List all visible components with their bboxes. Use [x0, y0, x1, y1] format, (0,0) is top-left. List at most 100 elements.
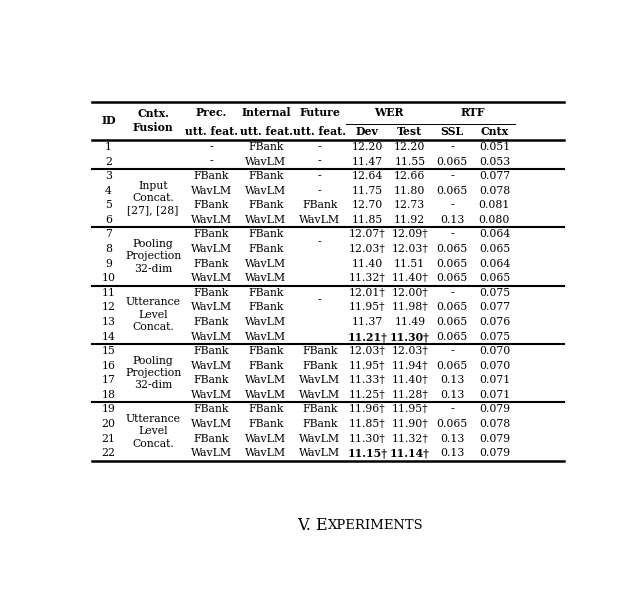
- Text: 11.85†: 11.85†: [349, 419, 386, 429]
- Text: 12.07†: 12.07†: [349, 230, 386, 240]
- Text: -: -: [318, 156, 322, 167]
- Text: 0.065: 0.065: [436, 419, 468, 429]
- Text: -: -: [318, 171, 322, 181]
- Text: 12.70: 12.70: [352, 200, 383, 210]
- Text: FBank: FBank: [248, 200, 284, 210]
- Text: 11.98†: 11.98†: [392, 302, 428, 312]
- Text: 0.077: 0.077: [479, 171, 510, 181]
- Text: FBank: FBank: [194, 230, 229, 240]
- Text: FBank: FBank: [302, 360, 337, 371]
- Text: Cntx.
Fusion: Cntx. Fusion: [133, 108, 173, 133]
- Text: 0.13: 0.13: [440, 390, 465, 400]
- Text: 0.13: 0.13: [440, 434, 465, 444]
- Text: WavLM: WavLM: [300, 375, 340, 386]
- Text: FBank: FBank: [194, 317, 229, 327]
- Text: 11.15†: 11.15†: [348, 448, 387, 459]
- Text: 11.49: 11.49: [394, 317, 426, 327]
- Text: WavLM: WavLM: [191, 302, 232, 312]
- Text: -: -: [318, 295, 322, 305]
- Text: 0.070: 0.070: [479, 346, 510, 356]
- Text: WavLM: WavLM: [245, 375, 287, 386]
- Text: 0.13: 0.13: [440, 375, 465, 386]
- Text: 0.13: 0.13: [440, 215, 465, 225]
- Text: WavLM: WavLM: [191, 244, 232, 254]
- Text: FBank: FBank: [248, 171, 284, 181]
- Text: 11.90†: 11.90†: [392, 419, 428, 429]
- Text: WavLM: WavLM: [191, 215, 232, 225]
- Text: V. E: V. E: [298, 518, 328, 535]
- Text: 22: 22: [102, 448, 115, 458]
- Text: 0.065: 0.065: [436, 244, 468, 254]
- Text: 0.065: 0.065: [436, 156, 468, 167]
- Text: 18: 18: [102, 390, 115, 400]
- Text: WavLM: WavLM: [245, 390, 287, 400]
- Text: 12.64: 12.64: [352, 171, 383, 181]
- Text: FBank: FBank: [194, 404, 229, 414]
- Text: 0.075: 0.075: [479, 288, 510, 298]
- Text: FBank: FBank: [194, 171, 229, 181]
- Text: 0.065: 0.065: [479, 273, 510, 284]
- Text: 0.064: 0.064: [479, 230, 510, 240]
- Text: 0.065: 0.065: [436, 302, 468, 312]
- Text: 12.01†: 12.01†: [349, 288, 386, 298]
- Text: Input
Concat.
[27], [28]: Input Concat. [27], [28]: [127, 181, 179, 216]
- Text: 11: 11: [102, 288, 115, 298]
- Text: ID: ID: [101, 115, 116, 126]
- Text: 11.95†: 11.95†: [349, 302, 386, 312]
- Text: FBank: FBank: [302, 419, 337, 429]
- Text: WavLM: WavLM: [191, 360, 232, 371]
- Text: 11.85: 11.85: [352, 215, 383, 225]
- Text: 11.40†: 11.40†: [392, 375, 428, 386]
- Text: WavLM: WavLM: [300, 390, 340, 400]
- Text: WavLM: WavLM: [245, 156, 287, 167]
- Text: Pooling
Projection
32-dim: Pooling Projection 32-dim: [125, 356, 181, 390]
- Text: 0.064: 0.064: [479, 258, 510, 269]
- Text: WavLM: WavLM: [300, 215, 340, 225]
- Text: -: -: [451, 142, 454, 152]
- Text: 17: 17: [102, 375, 115, 386]
- Text: 12.00†: 12.00†: [392, 288, 428, 298]
- Text: 11.32†: 11.32†: [349, 273, 386, 284]
- Text: 0.078: 0.078: [479, 419, 510, 429]
- Text: -: -: [451, 200, 454, 210]
- Text: 0.077: 0.077: [479, 302, 510, 312]
- Text: FBank: FBank: [248, 404, 284, 414]
- Text: FBank: FBank: [302, 346, 337, 356]
- Text: 12.03†: 12.03†: [349, 346, 386, 356]
- Text: 0.065: 0.065: [436, 273, 468, 284]
- Text: Prec.: Prec.: [196, 108, 227, 119]
- Text: FBank: FBank: [194, 346, 229, 356]
- Text: 0.13: 0.13: [440, 448, 465, 458]
- Text: 0.065: 0.065: [436, 186, 468, 196]
- Text: 0.065: 0.065: [436, 332, 468, 342]
- Text: FBank: FBank: [248, 142, 284, 152]
- Text: WavLM: WavLM: [245, 434, 287, 444]
- Text: 5: 5: [105, 200, 112, 210]
- Text: 7: 7: [105, 230, 112, 240]
- Text: 10: 10: [102, 273, 115, 284]
- Text: Test: Test: [397, 126, 422, 137]
- Text: 19: 19: [102, 404, 115, 414]
- Text: 11.14†: 11.14†: [390, 448, 430, 459]
- Text: 0.071: 0.071: [479, 375, 510, 386]
- Text: FBank: FBank: [194, 375, 229, 386]
- Text: 0.065: 0.065: [436, 258, 468, 269]
- Text: 11.51: 11.51: [394, 258, 426, 269]
- Text: 11.96†: 11.96†: [349, 404, 386, 414]
- Text: FBank: FBank: [248, 346, 284, 356]
- Text: 11.21†: 11.21†: [348, 331, 387, 342]
- Text: 0.080: 0.080: [479, 215, 510, 225]
- Text: Pooling
Projection
32-dim: Pooling Projection 32-dim: [125, 239, 181, 274]
- Text: 21: 21: [102, 434, 115, 444]
- Text: -: -: [318, 236, 322, 247]
- Text: SSL: SSL: [441, 126, 464, 137]
- Text: WER: WER: [374, 108, 403, 119]
- Text: 0.065: 0.065: [436, 317, 468, 327]
- Text: 11.37: 11.37: [352, 317, 383, 327]
- Text: RTF: RTF: [461, 108, 486, 119]
- Text: 0.076: 0.076: [479, 317, 510, 327]
- Text: 16: 16: [102, 360, 115, 371]
- Text: -: -: [451, 288, 454, 298]
- Text: XPERIMENTS: XPERIMENTS: [328, 519, 424, 532]
- Text: -: -: [451, 171, 454, 181]
